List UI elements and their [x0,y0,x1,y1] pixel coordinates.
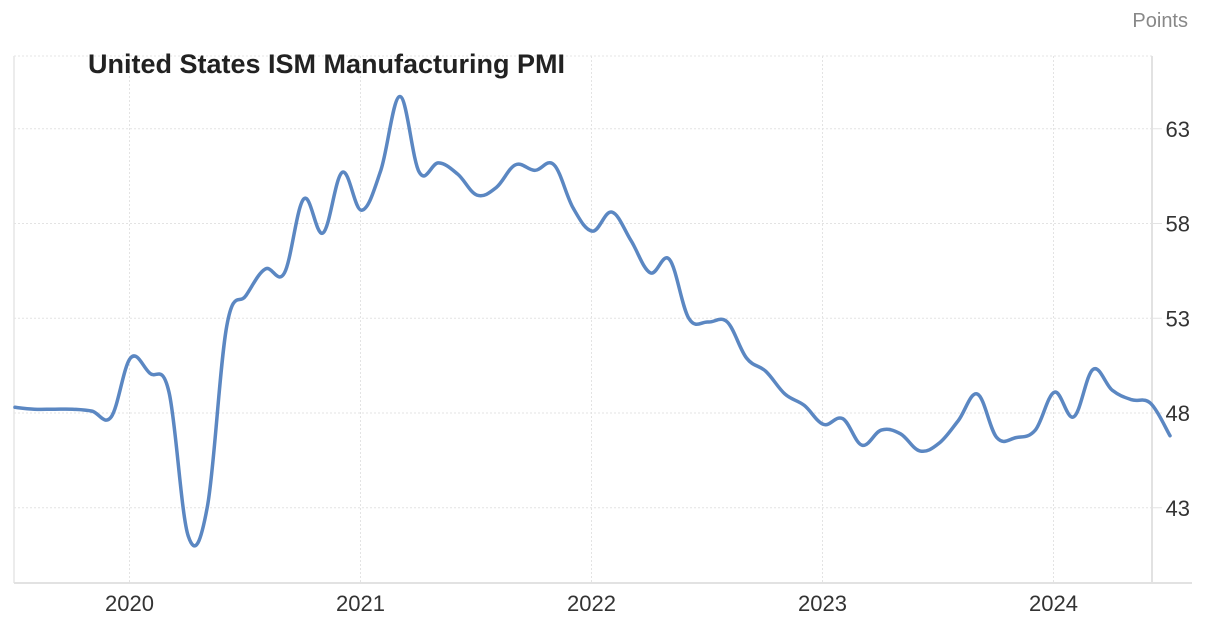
data-point [1072,415,1076,419]
x-tick-label: 2024 [1029,591,1078,616]
data-point [1053,390,1057,394]
data-point [475,193,479,197]
data-point [533,168,537,172]
data-point [32,407,36,411]
data-point [186,534,190,538]
data-point [745,356,749,360]
data-point [1168,434,1172,438]
data-point [494,185,498,189]
data-point [956,419,960,423]
data-point [687,316,691,320]
data-point [456,172,460,176]
data-point [129,356,133,360]
data-point [398,95,402,99]
data-point [244,294,248,298]
x-tick-label: 2020 [105,591,154,616]
x-tick-label: 2023 [798,591,847,616]
data-point [706,320,710,324]
data-point [283,271,287,275]
y-tick-label: 63 [1166,117,1190,142]
data-point [1014,436,1018,440]
data-point [802,403,806,407]
data-point [860,443,864,447]
data-point [302,197,306,201]
x-tick-label: 2022 [567,591,616,616]
data-point [71,407,75,411]
data-point [822,422,826,426]
unit-label: Points [1132,10,1188,32]
data-point [90,409,94,413]
data-point [167,390,171,394]
data-point [610,210,614,214]
x-tick-label: 2021 [336,591,385,616]
data-point [668,258,672,262]
y-tick-label: 43 [1166,496,1190,521]
data-point [976,392,980,396]
data-point [206,504,210,508]
data-point [937,441,941,445]
y-tick-label: 48 [1166,401,1190,426]
data-point [437,161,441,165]
data-point [514,163,518,167]
data-point [841,417,845,421]
data-point [629,239,633,243]
data-point [360,208,364,212]
data-point [263,267,267,271]
data-point [1110,388,1114,392]
data-point [1033,428,1037,432]
y-axis-ticks: 63 58 53 48 43 [1152,117,1190,521]
chart-title: United States ISM Manufacturing PMI [88,49,565,79]
data-point [321,231,325,235]
data-point [52,407,56,411]
data-point [552,163,556,167]
grid [13,55,1152,583]
data-point [879,428,883,432]
data-point [571,206,575,210]
data-point [995,436,999,440]
data-point [1091,367,1095,371]
data-point [13,405,17,409]
data-point [918,449,922,453]
x-axis-ticks: 2020 2021 2022 2023 2024 [105,591,1078,616]
data-point [899,432,903,436]
data-point [109,415,113,419]
data-point [417,170,421,174]
data-point [648,271,652,275]
data-point [725,320,729,324]
y-tick-label: 58 [1166,212,1190,237]
data-point [783,392,787,396]
data-point [1149,402,1153,406]
y-tick-label: 53 [1166,306,1190,331]
series-line [13,94,1172,548]
data-point [225,324,229,328]
data-point [591,229,595,233]
data-point [340,170,344,174]
data-point [379,168,383,172]
data-point [764,369,768,373]
data-points [13,95,1172,539]
data-point [148,371,152,375]
data-point [1130,398,1134,402]
